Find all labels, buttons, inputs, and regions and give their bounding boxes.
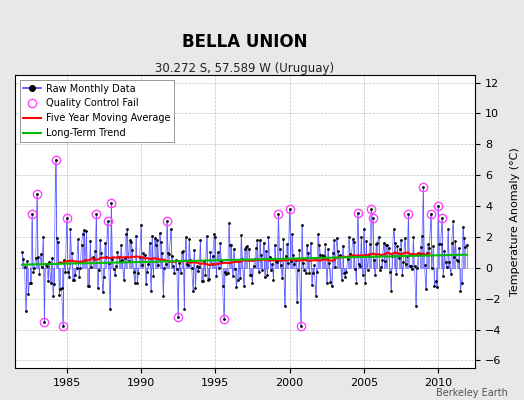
Title: 30.272 S, 57.589 W (Uruguay): 30.272 S, 57.589 W (Uruguay) [156, 62, 334, 75]
Text: Berkeley Earth: Berkeley Earth [436, 388, 508, 398]
Text: BELLA UNION: BELLA UNION [182, 33, 308, 51]
Legend: Raw Monthly Data, Quality Control Fail, Five Year Moving Average, Long-Term Tren: Raw Monthly Data, Quality Control Fail, … [19, 80, 174, 142]
Y-axis label: Temperature Anomaly (°C): Temperature Anomaly (°C) [510, 147, 520, 296]
